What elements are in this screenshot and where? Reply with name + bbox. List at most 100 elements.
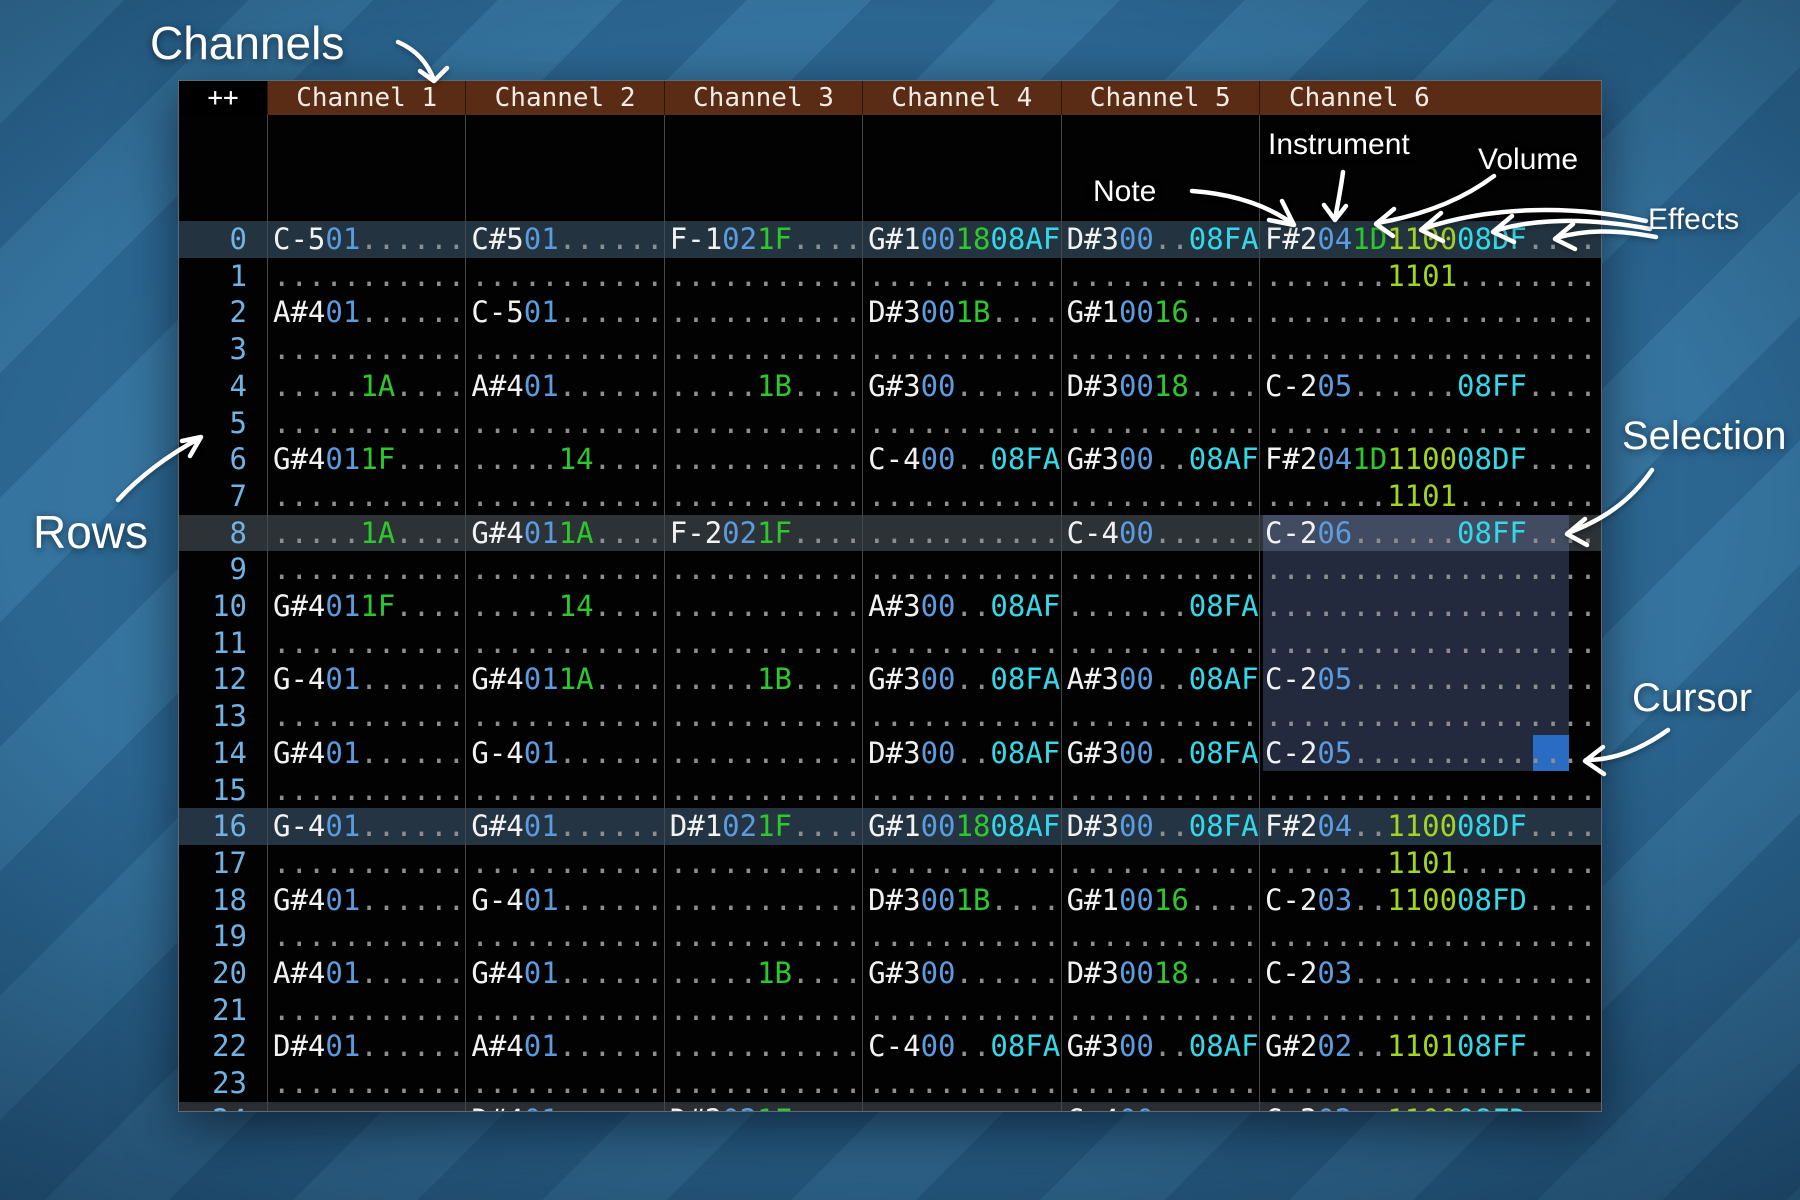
pattern-cell-ch2[interactable]: ........... bbox=[471, 699, 664, 734]
pattern-cell-ch1[interactable]: ........... bbox=[273, 992, 466, 1027]
pattern-cell-ch4[interactable]: ........... bbox=[862, 1102, 1060, 1111]
pattern-cell-ch2[interactable]: G#4011A.... bbox=[471, 662, 664, 697]
pattern-cell-ch3[interactable]: ........... bbox=[669, 1029, 862, 1064]
pattern-cell-ch6[interactable]: C-206......08FF.... bbox=[1264, 515, 1597, 550]
pattern-cell-ch1[interactable]: A#401...... bbox=[273, 295, 466, 330]
pattern-cell-ch4[interactable]: G#300...... bbox=[868, 956, 1061, 990]
channel-header-4[interactable]: Channel 4 bbox=[862, 81, 1061, 115]
pattern-cell-ch3[interactable]: ........... bbox=[669, 735, 862, 770]
pattern-cell-ch5[interactable]: C-400...... bbox=[1066, 515, 1259, 550]
channel-header-3[interactable]: Channel 3 bbox=[663, 81, 863, 115]
pattern-cell-ch5[interactable]: G#300..08FA bbox=[1066, 735, 1259, 770]
pattern-cell-ch2[interactable]: A#401...... bbox=[471, 368, 664, 403]
pattern-cell-ch5[interactable]: G#10016.... bbox=[1066, 295, 1259, 330]
pattern-cell-ch1[interactable]: ........... bbox=[273, 919, 466, 954]
pattern-cell-ch6[interactable]: C-205.............. bbox=[1264, 662, 1597, 697]
pattern-cell-ch3[interactable]: F-1021F.... bbox=[669, 222, 862, 256]
pattern-cell-ch4[interactable]: ........... bbox=[868, 258, 1061, 293]
pattern-cell-ch1[interactable]: C-501...... bbox=[273, 222, 466, 256]
pattern-cell-ch1[interactable]: ........... bbox=[273, 258, 466, 293]
pattern-cell-ch3[interactable]: ........... bbox=[669, 295, 862, 330]
pattern-cell-ch2[interactable]: ........... bbox=[471, 919, 664, 954]
pattern-cell-ch1[interactable]: ........... bbox=[273, 405, 466, 440]
pattern-cell-ch2[interactable]: ........... bbox=[471, 552, 664, 587]
pattern-cell-ch5[interactable]: C-400...... bbox=[1061, 1102, 1259, 1111]
pattern-cell-ch5[interactable]: G#300..08AF bbox=[1066, 1029, 1259, 1064]
pattern-cell-ch5[interactable]: G#10016.... bbox=[1066, 882, 1259, 917]
pattern-cell-ch2[interactable]: G#401...... bbox=[471, 809, 664, 844]
pattern-cell-ch2[interactable]: ........... bbox=[471, 258, 664, 293]
pattern-cell-ch2[interactable]: .....14.... bbox=[471, 442, 664, 477]
pattern-cell-ch6[interactable]: C-203..110008FD.... bbox=[1264, 882, 1597, 917]
pattern-cell-ch2[interactable]: G-401...... bbox=[471, 735, 664, 770]
pattern-cell-ch4[interactable]: G#300...... bbox=[868, 368, 1061, 403]
pattern-cell-ch3[interactable]: ........... bbox=[669, 699, 862, 734]
pattern-cell-ch4[interactable]: ........... bbox=[868, 552, 1061, 587]
pattern-cell-ch3[interactable]: .....1B.... bbox=[669, 956, 862, 990]
pattern-cell-ch5[interactable]: ........... bbox=[1066, 1066, 1259, 1101]
pattern-cell-ch2[interactable]: G-401...... bbox=[471, 882, 664, 917]
pattern-cell-ch2[interactable]: ........... bbox=[471, 992, 664, 1027]
pattern-cell-ch4[interactable]: A#300..08AF bbox=[868, 589, 1061, 623]
pattern-cell-ch4[interactable]: ........... bbox=[868, 992, 1061, 1027]
pattern-cell-ch5[interactable]: ........... bbox=[1066, 552, 1259, 587]
pattern-cell-ch2[interactable]: ........... bbox=[471, 845, 664, 880]
pattern-cell-ch1[interactable]: G#4011F.... bbox=[273, 589, 466, 623]
pattern-cell-ch2[interactable]: G#401...... bbox=[471, 956, 664, 990]
pattern-cell-ch3[interactable]: ........... bbox=[669, 478, 862, 513]
pattern-cell-ch3[interactable]: ........... bbox=[669, 258, 862, 293]
pattern-cell-ch3[interactable]: F-2021F.... bbox=[669, 515, 862, 550]
pattern-cell-ch2[interactable]: ........... bbox=[471, 332, 664, 367]
pattern-cell-ch4[interactable]: ........... bbox=[868, 1066, 1061, 1101]
pattern-cell-ch6[interactable]: ................... bbox=[1264, 772, 1597, 807]
pattern-cell-ch3[interactable]: D#2021F.... bbox=[664, 1102, 862, 1111]
pattern-cell-ch1[interactable]: G-401...... bbox=[273, 662, 466, 697]
pattern-cell-ch5[interactable]: ........... bbox=[1066, 992, 1259, 1027]
pattern-cell-ch2[interactable]: C-501...... bbox=[471, 295, 664, 330]
pattern-cell-ch3[interactable]: ........... bbox=[669, 882, 862, 917]
pattern-cell-ch5[interactable]: ........... bbox=[1066, 478, 1259, 513]
pattern-cell-ch3[interactable]: ........... bbox=[669, 772, 862, 807]
pattern-cell-ch5[interactable]: D#300..08FA bbox=[1066, 222, 1259, 256]
pattern-cell-ch1[interactable]: .....1A.... bbox=[273, 368, 466, 403]
pattern-cell-ch5[interactable]: D#30018.... bbox=[1066, 956, 1259, 990]
pattern-cell-ch6[interactable]: F#2041D110008DF.... bbox=[1264, 442, 1597, 477]
pattern-cell-ch5[interactable]: A#300..08AF bbox=[1066, 662, 1259, 697]
pattern-cell-ch4[interactable]: G#1001808AF bbox=[868, 222, 1061, 256]
pattern-cell-ch1[interactable]: D#401...... bbox=[273, 1029, 466, 1064]
pattern-cell-ch2[interactable]: G#4011A.... bbox=[471, 515, 664, 550]
pattern-cell-ch3[interactable]: ........... bbox=[669, 552, 862, 587]
pattern-cell-ch6[interactable]: ................... bbox=[1264, 295, 1597, 330]
pattern-cell-ch3[interactable]: ........... bbox=[669, 332, 862, 367]
pattern-cell-ch1[interactable]: ........... bbox=[273, 845, 466, 880]
pattern-cell-ch6[interactable]: ................... bbox=[1264, 405, 1597, 440]
pattern-cell-ch4[interactable]: G#1001808AF bbox=[868, 809, 1061, 844]
pattern-cell-ch6[interactable]: C-302..110008FD.... bbox=[1259, 1102, 1601, 1111]
pattern-cell-ch6[interactable]: ................... bbox=[1264, 332, 1597, 367]
pattern-cell-ch1[interactable]: ........... bbox=[273, 772, 466, 807]
pattern-cell-ch1[interactable]: ........... bbox=[273, 552, 466, 587]
pattern-cell-ch6[interactable]: ................... bbox=[1264, 552, 1597, 587]
pattern-cell-ch4[interactable]: ........... bbox=[868, 332, 1061, 367]
channel-header-6[interactable]: Channel 6 bbox=[1258, 81, 1601, 115]
pattern-cell-ch3[interactable]: ........... bbox=[669, 625, 862, 660]
pattern-cell-ch6[interactable]: F#204..110008DF.... bbox=[1264, 809, 1597, 844]
pattern-cell-ch4[interactable]: C-400..08FA bbox=[868, 1029, 1061, 1064]
pattern-cell-ch1[interactable]: ........... bbox=[267, 1102, 465, 1111]
pattern-cell-ch4[interactable]: D#300..08AF bbox=[868, 735, 1061, 770]
pattern-cell-ch5[interactable]: G#300..08AF bbox=[1066, 442, 1259, 477]
pattern-cell-ch6[interactable]: G#202..110108FF.... bbox=[1264, 1029, 1597, 1064]
pattern-cell-ch5[interactable]: ........... bbox=[1066, 919, 1259, 954]
channel-header-1[interactable]: Channel 1 bbox=[267, 81, 466, 115]
pattern-cell-ch3[interactable]: .....1B.... bbox=[669, 368, 862, 403]
pattern-cell-ch3[interactable]: ........... bbox=[669, 405, 862, 440]
pattern-cell-ch2[interactable]: ........... bbox=[471, 1066, 664, 1101]
pattern-cell-ch3[interactable]: .....1B.... bbox=[669, 662, 862, 697]
pattern-cell-ch6[interactable]: ................... bbox=[1264, 919, 1597, 954]
pattern-cell-ch4[interactable]: ........... bbox=[868, 625, 1061, 660]
pattern-corner-button[interactable]: ++ bbox=[179, 81, 267, 115]
pattern-cell-ch2[interactable]: D#401...... bbox=[465, 1102, 663, 1111]
channel-header-2[interactable]: Channel 2 bbox=[465, 81, 664, 115]
pattern-cell-ch2[interactable]: ........... bbox=[471, 478, 664, 513]
pattern-cell-ch1[interactable]: G#401...... bbox=[273, 735, 466, 770]
